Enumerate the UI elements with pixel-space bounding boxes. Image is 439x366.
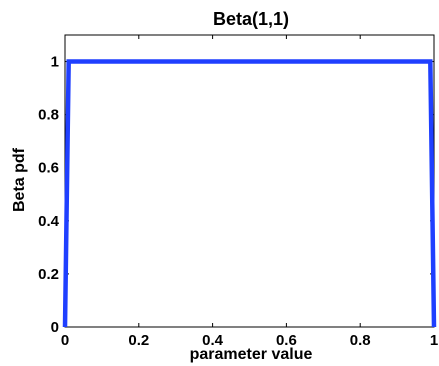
x-tick-label: 0.2 <box>128 332 149 349</box>
x-tick-label: 0.4 <box>202 332 224 349</box>
y-tick-label: 0 <box>51 319 59 336</box>
y-tick-label: 1 <box>51 54 59 71</box>
series-line-0 <box>62 59 437 328</box>
y-axis-label: Beta pdf <box>11 147 28 212</box>
chart-title: Beta(1,1) <box>213 9 289 29</box>
x-tick-label: 1 <box>430 332 438 349</box>
plot-frame <box>64 34 435 328</box>
x-axis-label: parameter value <box>190 346 313 363</box>
x-tick-label: 0.8 <box>350 332 371 349</box>
x-tick-label: 0.6 <box>276 332 297 349</box>
y-tick-label: 0.2 <box>38 266 59 283</box>
y-tick-label: 0.8 <box>38 107 59 124</box>
y-tick-label: 0.6 <box>38 160 59 177</box>
x-tick-label: 0 <box>61 332 69 349</box>
y-tick-label: 0.4 <box>38 213 60 230</box>
plot-area: 0 0.2 0.4 0.6 0.8 1 0 0.2 0.4 0.6 0.8 1 <box>38 34 438 349</box>
